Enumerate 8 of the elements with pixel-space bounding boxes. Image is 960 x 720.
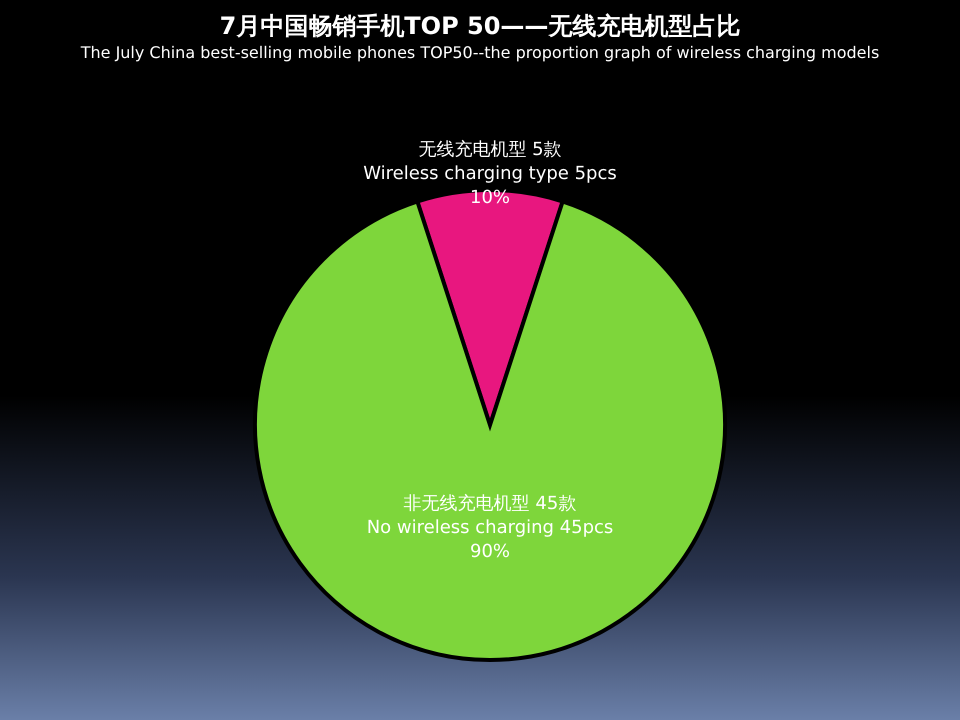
- chart-title: 7月中国畅销手机TOP 50——无线充电机型占比: [220, 12, 740, 40]
- chart-subtitle: The July China best-selling mobile phones TOP50--the proportion graph of wireless charging models: [80, 43, 880, 62]
- slice-label: 无线充电机型 5款: [418, 139, 562, 160]
- text: No wireless charging 45pcs: [366, 517, 614, 538]
- text: Wireless charging type 5pcs: [363, 163, 617, 184]
- data-label: 90%: [470, 541, 510, 562]
- data-label: 10%: [470, 187, 510, 208]
- slice-label: 非无线充电机型 45款: [404, 493, 576, 514]
